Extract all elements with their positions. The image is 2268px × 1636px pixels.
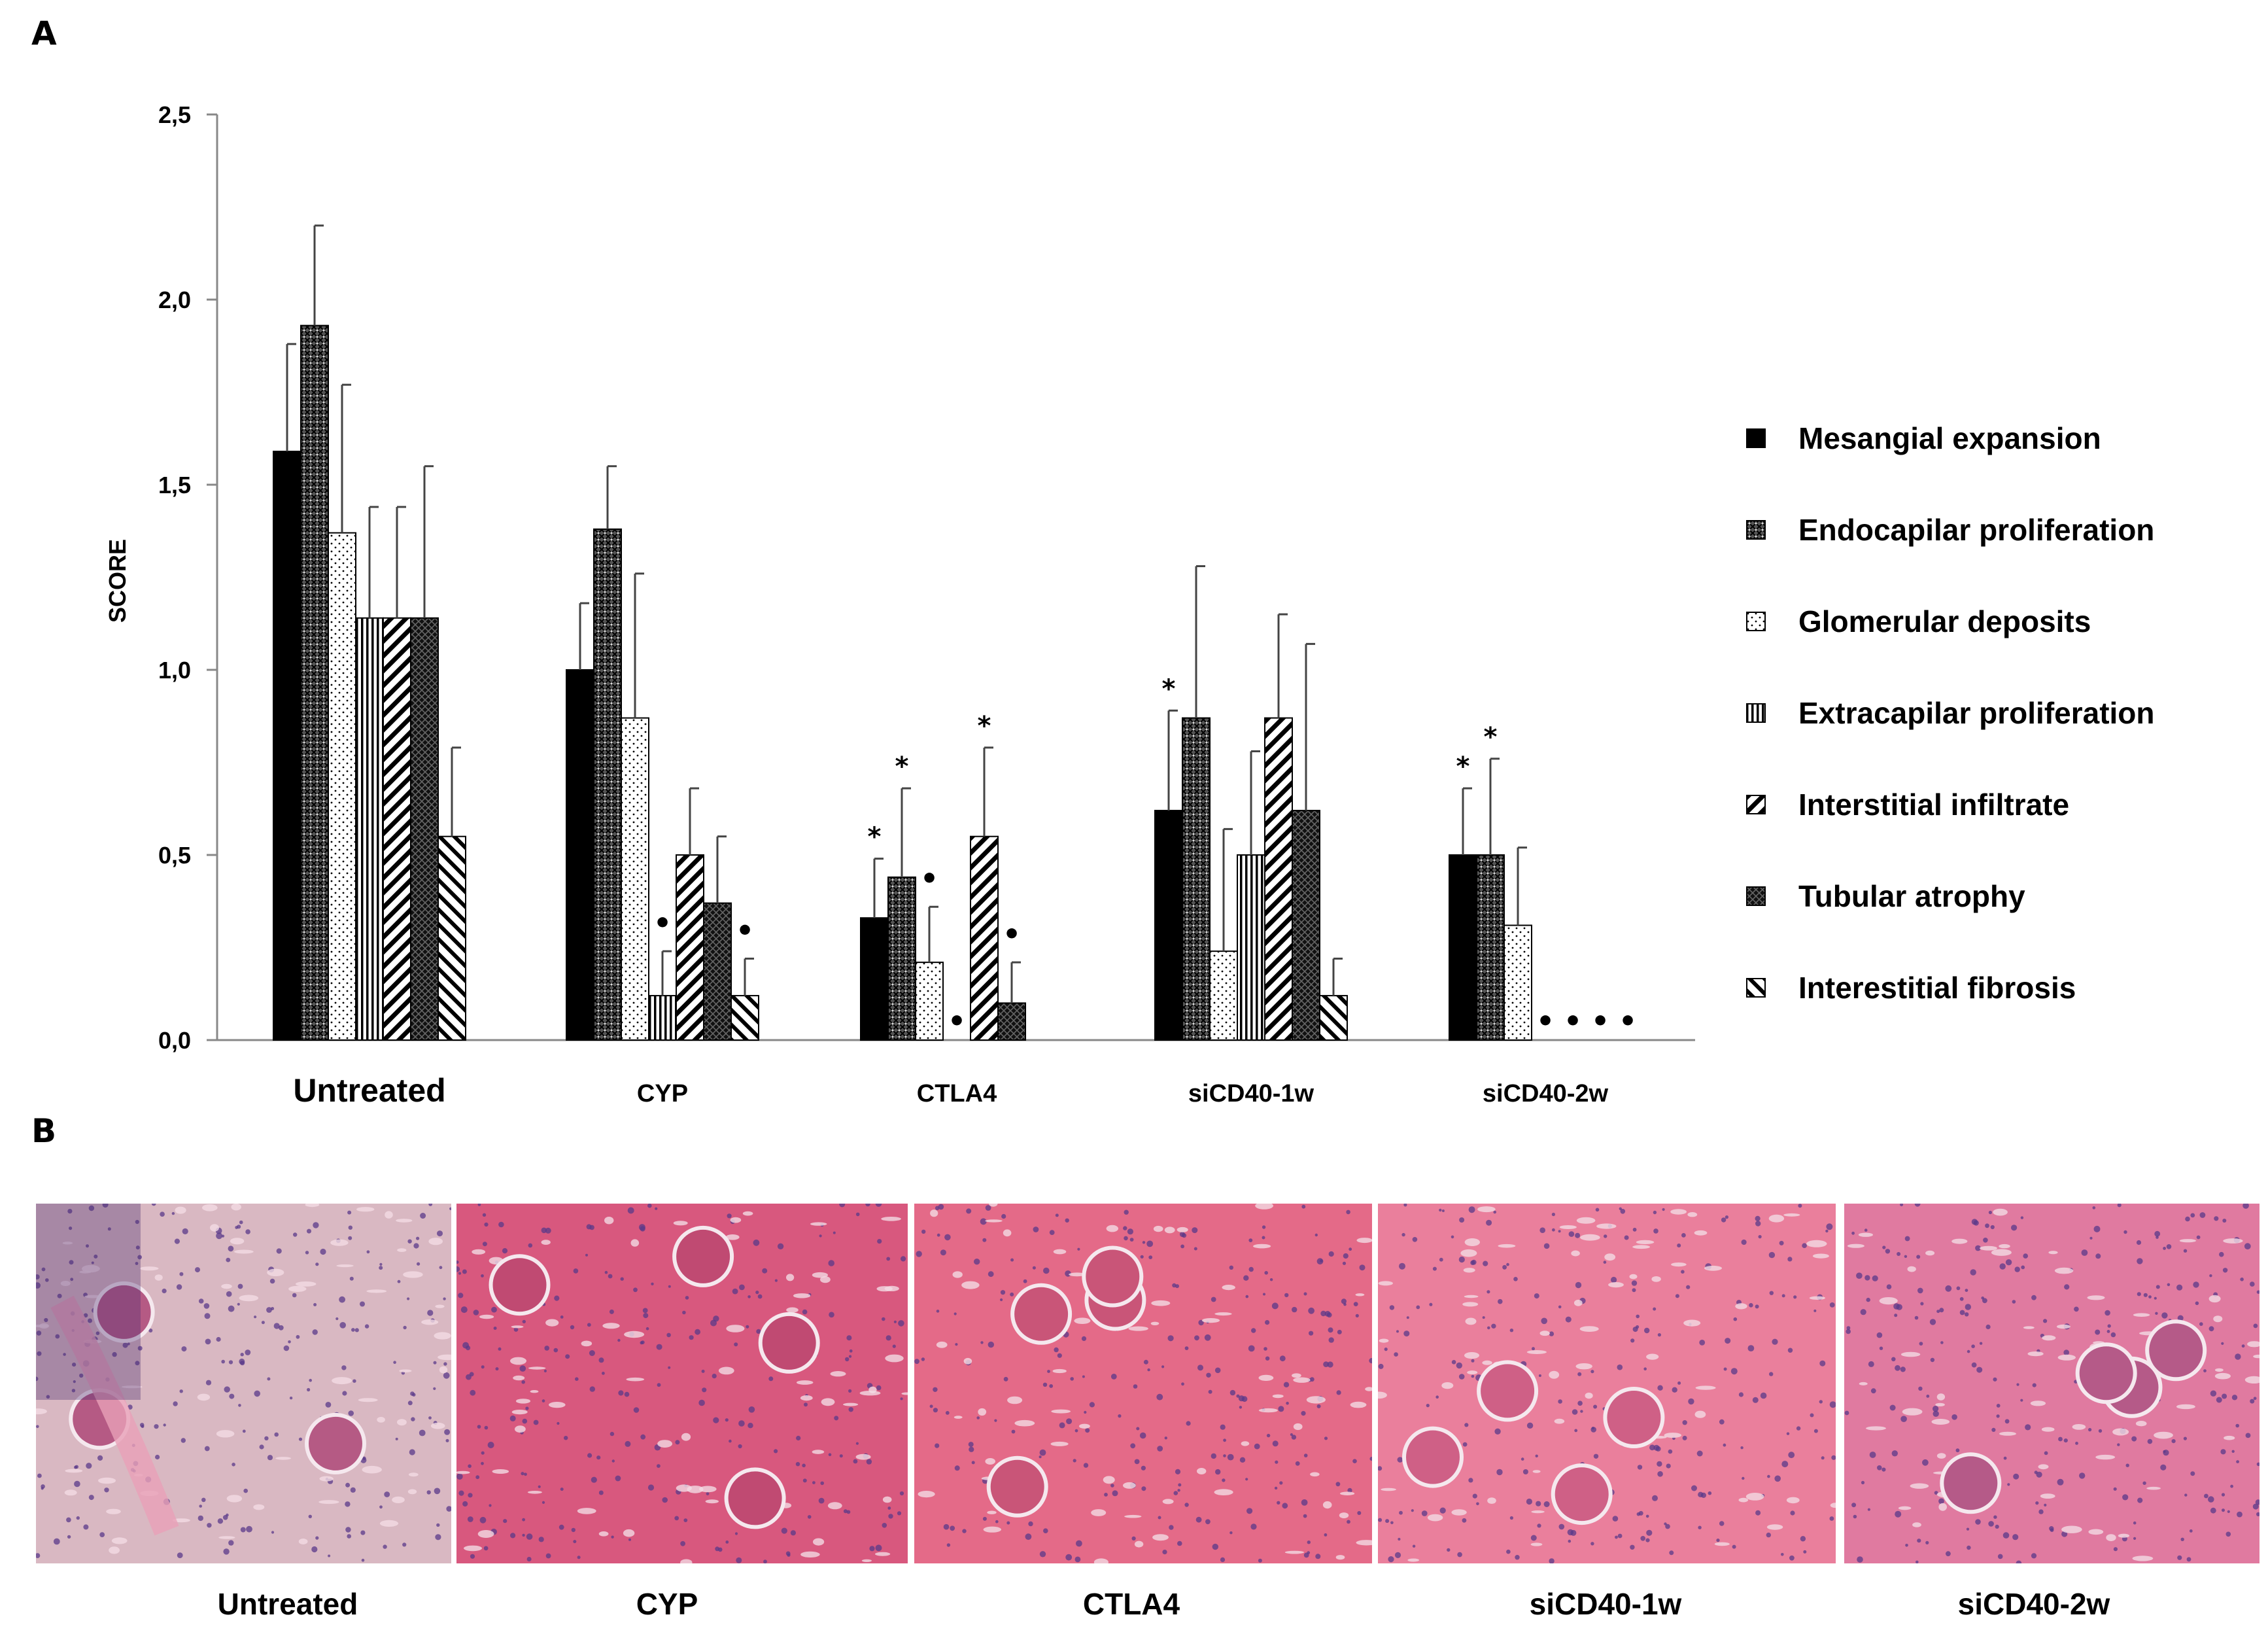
legend-swatch	[1746, 886, 1766, 906]
panel-label-a: A	[31, 14, 57, 52]
legend-swatch	[1746, 428, 1766, 448]
bar	[355, 617, 384, 1041]
histology-image	[456, 1204, 908, 1563]
bar	[730, 995, 759, 1041]
significance-mark: •	[920, 862, 938, 896]
legend-swatch	[1746, 795, 1766, 814]
significance-mark: •	[653, 907, 672, 940]
significance-mark: •	[1619, 1005, 1637, 1038]
legend-label: Tubular atrophy	[1798, 879, 2025, 913]
bar	[887, 876, 916, 1041]
category-label: siCD40-1w	[1188, 1080, 1314, 1107]
significance-mark: •	[1591, 1005, 1609, 1038]
histology-image	[1378, 1204, 1836, 1563]
panel-label-b: B	[31, 1112, 57, 1150]
y-tick-label: 2,0	[158, 287, 191, 313]
significance-mark: •	[1564, 1005, 1582, 1038]
bar	[566, 669, 594, 1041]
significance-mark: *	[868, 822, 882, 852]
y-tick-label: 0,5	[158, 842, 191, 869]
legend-swatch	[1746, 520, 1766, 540]
bar	[1503, 924, 1532, 1041]
bar	[1449, 854, 1477, 1041]
axes: 0,0 0,5 1,0 1,5 2,0 2,5 Untreated CYP CTLA4 siCD4…	[158, 101, 1695, 1109]
photo-caption: CTLA4	[1082, 1587, 1180, 1621]
histology-photo-row	[36, 1204, 2259, 1563]
bar	[593, 528, 622, 1041]
y-tick-label: 1,5	[158, 472, 191, 498]
category-label: CTLA4	[917, 1080, 997, 1107]
bar	[1237, 854, 1265, 1041]
y-tick-label: 2,5	[158, 101, 191, 128]
bar	[1182, 717, 1211, 1041]
photo-caption: siCD40-1w	[1529, 1587, 1682, 1621]
legend-swatch	[1746, 978, 1766, 998]
legend-swatch	[1746, 612, 1766, 631]
bar	[438, 835, 466, 1041]
bar	[328, 532, 356, 1041]
bar	[648, 995, 677, 1041]
bar	[1209, 950, 1238, 1041]
significance-mark: *	[1484, 722, 1498, 752]
bar	[915, 962, 944, 1041]
bar	[1319, 995, 1348, 1041]
legend-label: Interstitial infiltrate	[1798, 788, 2070, 822]
legend-item: Tubular atrophy	[1746, 850, 2243, 942]
photo-caption: siCD40-2w	[1957, 1587, 2110, 1621]
significance-mark: *	[978, 711, 991, 741]
legend-item: Glomerular deposits	[1746, 576, 2243, 667]
significance-mark: •	[736, 914, 754, 947]
category-label: CYP	[637, 1080, 688, 1107]
bar	[1264, 717, 1293, 1041]
bar	[410, 617, 439, 1041]
bar	[273, 451, 301, 1041]
bar	[1476, 854, 1505, 1041]
y-tick-label: 1,0	[158, 657, 191, 684]
bar	[621, 717, 649, 1041]
bar-chart: 0,0 0,5 1,0 1,5 2,0 2,5 Untreated CYP CTLA4 siCD4…	[104, 101, 1695, 1109]
legend-label: Endocapilar proliferation	[1798, 513, 2155, 547]
significance-mark: *	[1162, 674, 1176, 704]
significance-mark: *	[1456, 752, 1470, 782]
bar	[860, 917, 889, 1041]
legend-label: Mesangial expansion	[1798, 421, 2101, 455]
bar	[1292, 810, 1320, 1041]
legend-swatch	[1746, 703, 1766, 723]
photo-caption: Untreated	[217, 1587, 358, 1621]
histology-image	[36, 1204, 451, 1563]
bar	[676, 854, 704, 1041]
significance-mark: •	[1536, 1005, 1555, 1038]
y-tick-label: 0,0	[158, 1027, 191, 1054]
legend: Mesangial expansion Endocapilar prolifera…	[1746, 392, 2243, 1034]
legend-item: Mesangial expansion	[1746, 392, 2243, 484]
category-label: siCD40-2w	[1483, 1080, 1609, 1107]
significance-mark: •	[1003, 918, 1021, 951]
significance-mark: •	[948, 1005, 966, 1038]
legend-item: Interstitial infiltrate	[1746, 759, 2243, 850]
legend-item: Extracapilar proliferation	[1746, 667, 2243, 759]
photo-caption: CYP	[636, 1587, 698, 1621]
legend-item: Interestitial fibrosis	[1746, 942, 2243, 1034]
bars: • • * * • • * • * * * • • • •	[273, 224, 1637, 1041]
bar	[383, 617, 411, 1041]
bar	[1154, 810, 1183, 1041]
bar	[703, 902, 732, 1041]
bar	[970, 835, 999, 1041]
histology-image	[1844, 1204, 2259, 1563]
legend-item: Endocapilar proliferation	[1746, 484, 2243, 576]
category-label: Untreated	[293, 1072, 445, 1109]
bar	[997, 1002, 1026, 1041]
legend-label: Glomerular deposits	[1798, 604, 2091, 638]
legend-label: Extracapilar proliferation	[1798, 696, 2155, 730]
bar	[300, 324, 329, 1041]
histology-image	[914, 1204, 1372, 1563]
y-axis-label: SCORE	[104, 539, 131, 623]
legend-label: Interestitial fibrosis	[1798, 971, 2076, 1005]
significance-mark: *	[895, 752, 909, 782]
